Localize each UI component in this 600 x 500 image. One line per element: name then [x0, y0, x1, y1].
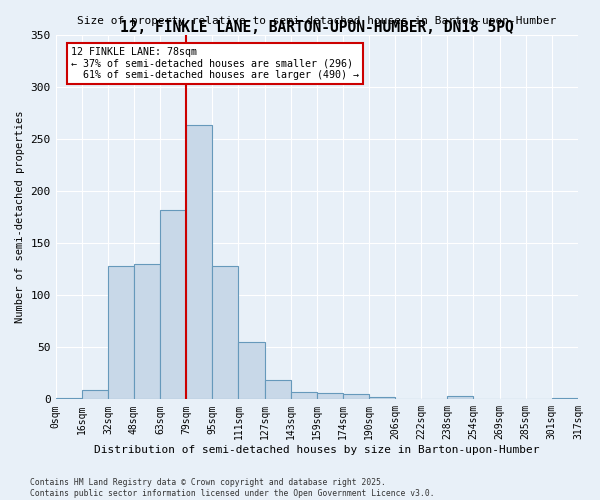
Y-axis label: Number of semi-detached properties: Number of semi-detached properties [15, 110, 25, 323]
Bar [290, 392, 317, 400]
Bar [212, 266, 238, 400]
Bar [56, 398, 82, 400]
Text: Contains HM Land Registry data © Crown copyright and database right 2025.
Contai: Contains HM Land Registry data © Crown c… [30, 478, 434, 498]
Bar [134, 264, 160, 400]
Bar [238, 342, 265, 400]
Bar [317, 393, 343, 400]
Bar [448, 396, 473, 400]
Bar [552, 398, 578, 400]
Bar [343, 394, 369, 400]
X-axis label: Distribution of semi-detached houses by size in Barton-upon-Humber: Distribution of semi-detached houses by … [94, 445, 539, 455]
Bar [186, 126, 212, 400]
Text: 12 FINKLE LANE: 78sqm
← 37% of semi-detached houses are smaller (296)
  61% of s: 12 FINKLE LANE: 78sqm ← 37% of semi-deta… [71, 47, 359, 80]
Title: 12, FINKLE LANE, BARTON-UPON-HUMBER, DN18 5PQ: 12, FINKLE LANE, BARTON-UPON-HUMBER, DN1… [120, 20, 514, 34]
Text: Size of property relative to semi-detached houses in Barton-upon-Humber: Size of property relative to semi-detach… [77, 16, 556, 26]
Bar [369, 397, 395, 400]
Bar [160, 210, 186, 400]
Bar [108, 266, 134, 400]
Bar [265, 380, 290, 400]
Bar [82, 390, 108, 400]
